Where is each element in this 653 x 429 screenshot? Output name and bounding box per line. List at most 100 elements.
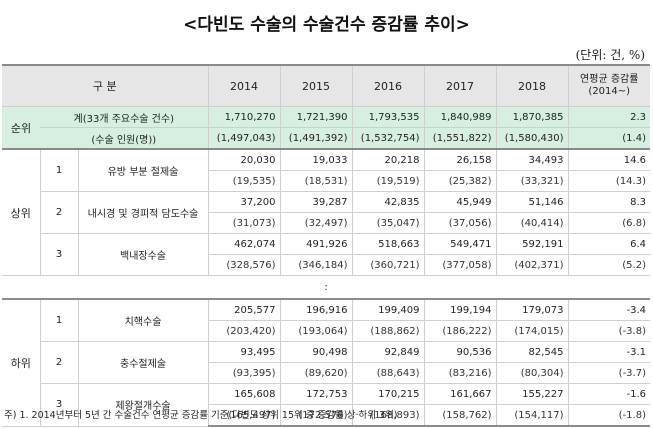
table-cell: 93,495: [207, 341, 280, 363]
table-cell: (31,073): [207, 212, 280, 234]
header-avg-rate: 연평균 증감률 (2014~): [567, 64, 650, 107]
table-cell: (35,047): [351, 212, 424, 234]
table-cell: -3.4: [567, 298, 650, 321]
table-cell: 1,721,390: [279, 106, 352, 128]
gap-row: :: [2, 275, 650, 300]
surgery-name: 유방 부분 절제술: [77, 148, 208, 192]
table-cell: 6.4: [567, 233, 650, 255]
table-row: 2 내시경 및 경피적 담도수술 37,200 39,287 42,835 45…: [2, 191, 650, 234]
table-cell: 549,471: [423, 233, 496, 255]
table-cell: (33,321): [495, 170, 568, 192]
table-cell: (19,535): [207, 170, 280, 192]
rank-cell: 3: [39, 383, 78, 427]
table-cell: 199,194: [423, 298, 496, 321]
row-name: 계(33개 주요수술 건수): [40, 106, 208, 128]
header-avg-line1: 연평균 증감률: [580, 74, 639, 85]
table-cell: 170,215: [351, 383, 424, 405]
table-cell: (1,551,822): [423, 127, 496, 150]
table-cell: 37,200: [207, 191, 280, 213]
surgery-name: 충수절제술: [77, 341, 208, 384]
surgery-name: 백내장수술: [77, 233, 208, 276]
table-row: 하위 1 치핵수술 205,577 196,916 199,409 199,19…: [2, 298, 650, 427]
table-cell: (203,420): [207, 320, 280, 342]
rank-cell: 2: [39, 191, 78, 234]
table-cell: (1,491,392): [279, 127, 352, 150]
table-row: (93,395) (89,620) (88,643) (83,216) (80,…: [2, 362, 650, 384]
table-cell: 39,287: [279, 191, 352, 213]
table-cell: 14.6: [567, 148, 650, 171]
table-cell: (174,015): [495, 320, 568, 342]
table-cell: 42,835: [351, 191, 424, 213]
header-category: 구 분: [2, 64, 208, 107]
group-label-upper: 상위: [2, 148, 40, 276]
table-cell: 51,146: [495, 191, 568, 213]
table-cell: 26,158: [423, 148, 496, 171]
table-cell: 199,409: [351, 298, 424, 321]
header-row: 구 분 2014 2015 2016 2017 2018 연평균 증감률 (20…: [2, 64, 650, 107]
table-cell: (80,304): [495, 362, 568, 384]
table-row: 상위 1 유방 부분 절제술 20,030 19,033 20,218 26,1…: [2, 148, 650, 276]
table-cell: (-3.7): [567, 362, 650, 384]
table-cell: 20,218: [351, 148, 424, 171]
table-cell: (1,580,430): [495, 127, 568, 150]
table-cell: 1,793,535: [351, 106, 424, 128]
unit-label: (단위: 건, %): [575, 48, 645, 62]
table-cell: 82,545: [495, 341, 568, 363]
surgery-name: 내시경 및 경피적 담도수술: [77, 191, 208, 234]
table-cell: (18,531): [279, 170, 352, 192]
table-cell: (328,576): [207, 254, 280, 276]
table-cell: 205,577: [207, 298, 280, 321]
table-cell: 8.3: [567, 191, 650, 213]
table-cell: (193,064): [279, 320, 352, 342]
table-cell: (188,862): [351, 320, 424, 342]
row-name: (수술 인원(명)): [40, 127, 208, 150]
table-cell: (1,532,754): [351, 127, 424, 150]
table-cell: 462,074: [207, 233, 280, 255]
header-year: 2014: [207, 64, 280, 107]
table-cell: 179,073: [495, 298, 568, 321]
rank-cell: 3: [39, 233, 78, 276]
table-cell: (83,216): [423, 362, 496, 384]
table-cell: (6.8): [567, 212, 650, 234]
footnote: 주) 1. 2014년부터 5년 간 수술건수 연평균 증감률 기준(다빈도 상…: [4, 410, 398, 421]
table-cell: 161,667: [423, 383, 496, 405]
surgery-stats-table: 구 분 2014 2015 2016 2017 2018 연평균 증감률 (20…: [2, 64, 650, 427]
surgery-name: 치핵수술: [77, 298, 208, 342]
header-year: 2017: [423, 64, 496, 107]
table-cell: (377,058): [423, 254, 496, 276]
table-cell: (186,222): [423, 320, 496, 342]
table-cell: 45,949: [423, 191, 496, 213]
table-cell: 196,916: [279, 298, 352, 321]
table-cell: (1.4): [567, 127, 650, 150]
table-cell: (93,395): [207, 362, 280, 384]
table-title: <다빈도 수술의 수술건수 증감률 추이>: [183, 15, 470, 35]
table-cell: 592,191: [495, 233, 568, 255]
rank-cell: 1: [39, 298, 78, 342]
table-cell: 1,710,270: [207, 106, 280, 128]
table-cell: (402,371): [495, 254, 568, 276]
table-cell: 2.3: [567, 106, 650, 128]
table-cell: (88,643): [351, 362, 424, 384]
surgery-name: 제왕절개수술: [77, 383, 208, 427]
total-sub-row: (수술 인원(명)) (1,497,043) (1,491,392) (1,53…: [2, 127, 650, 150]
table-cell: 172,753: [279, 383, 352, 405]
table-cell: 20,030: [207, 148, 280, 171]
table-cell: (19,519): [351, 170, 424, 192]
table-cell: 518,663: [351, 233, 424, 255]
header-avg-line2: (2014~): [588, 86, 631, 97]
ellipsis-mark: :: [2, 275, 650, 300]
total-row: 순위 계(33개 주요수술 건수) 1,710,270 1,721,390 1,…: [2, 106, 650, 150]
table-cell: (-1.8): [567, 404, 650, 427]
table-cell: (14.3): [567, 170, 650, 192]
table-row: 3 제왕절개수술 165,608 172,753 170,215 161,667…: [2, 383, 650, 427]
table-row: 3 백내장수술 462,074 491,926 518,663 549,471 …: [2, 233, 650, 276]
table-row: (165,497) (172,578) (168,893) (158,762) …: [2, 404, 650, 427]
table-cell: 90,498: [279, 341, 352, 363]
header-year: 2018: [495, 64, 568, 107]
table-cell: (40,414): [495, 212, 568, 234]
table-cell: -3.1: [567, 341, 650, 363]
table-row: 2 충수절제술 93,495 90,498 92,849 90,536 82,5…: [2, 341, 650, 384]
table-cell: 491,926: [279, 233, 352, 255]
table-cell: (37,056): [423, 212, 496, 234]
rank-label: 순위: [2, 106, 40, 150]
